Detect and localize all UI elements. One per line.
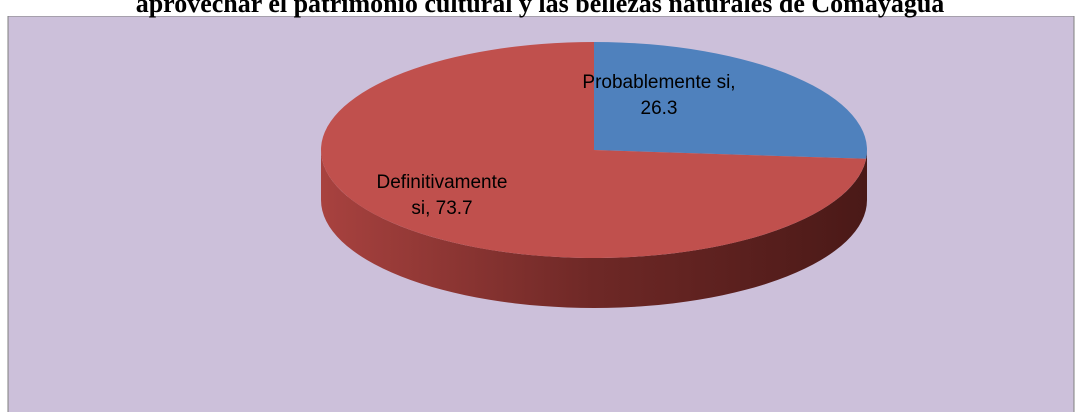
pie-slice: [320, 42, 867, 258]
data-label: Definitivamente: [377, 172, 508, 193]
pie: Probablemente si, 26.3 Definitivamente si, …: [320, 42, 867, 308]
pie-side: [321, 150, 867, 308]
chart-title: aprovechar el patrimonio cultural y las …: [136, 0, 945, 18]
title-band: [0, 0, 1079, 16]
pie-slice: [594, 42, 867, 159]
data-label: si, 73.7: [411, 198, 472, 219]
data-label: 26.3: [641, 98, 678, 119]
data-label: Probablemente si,: [582, 72, 735, 93]
